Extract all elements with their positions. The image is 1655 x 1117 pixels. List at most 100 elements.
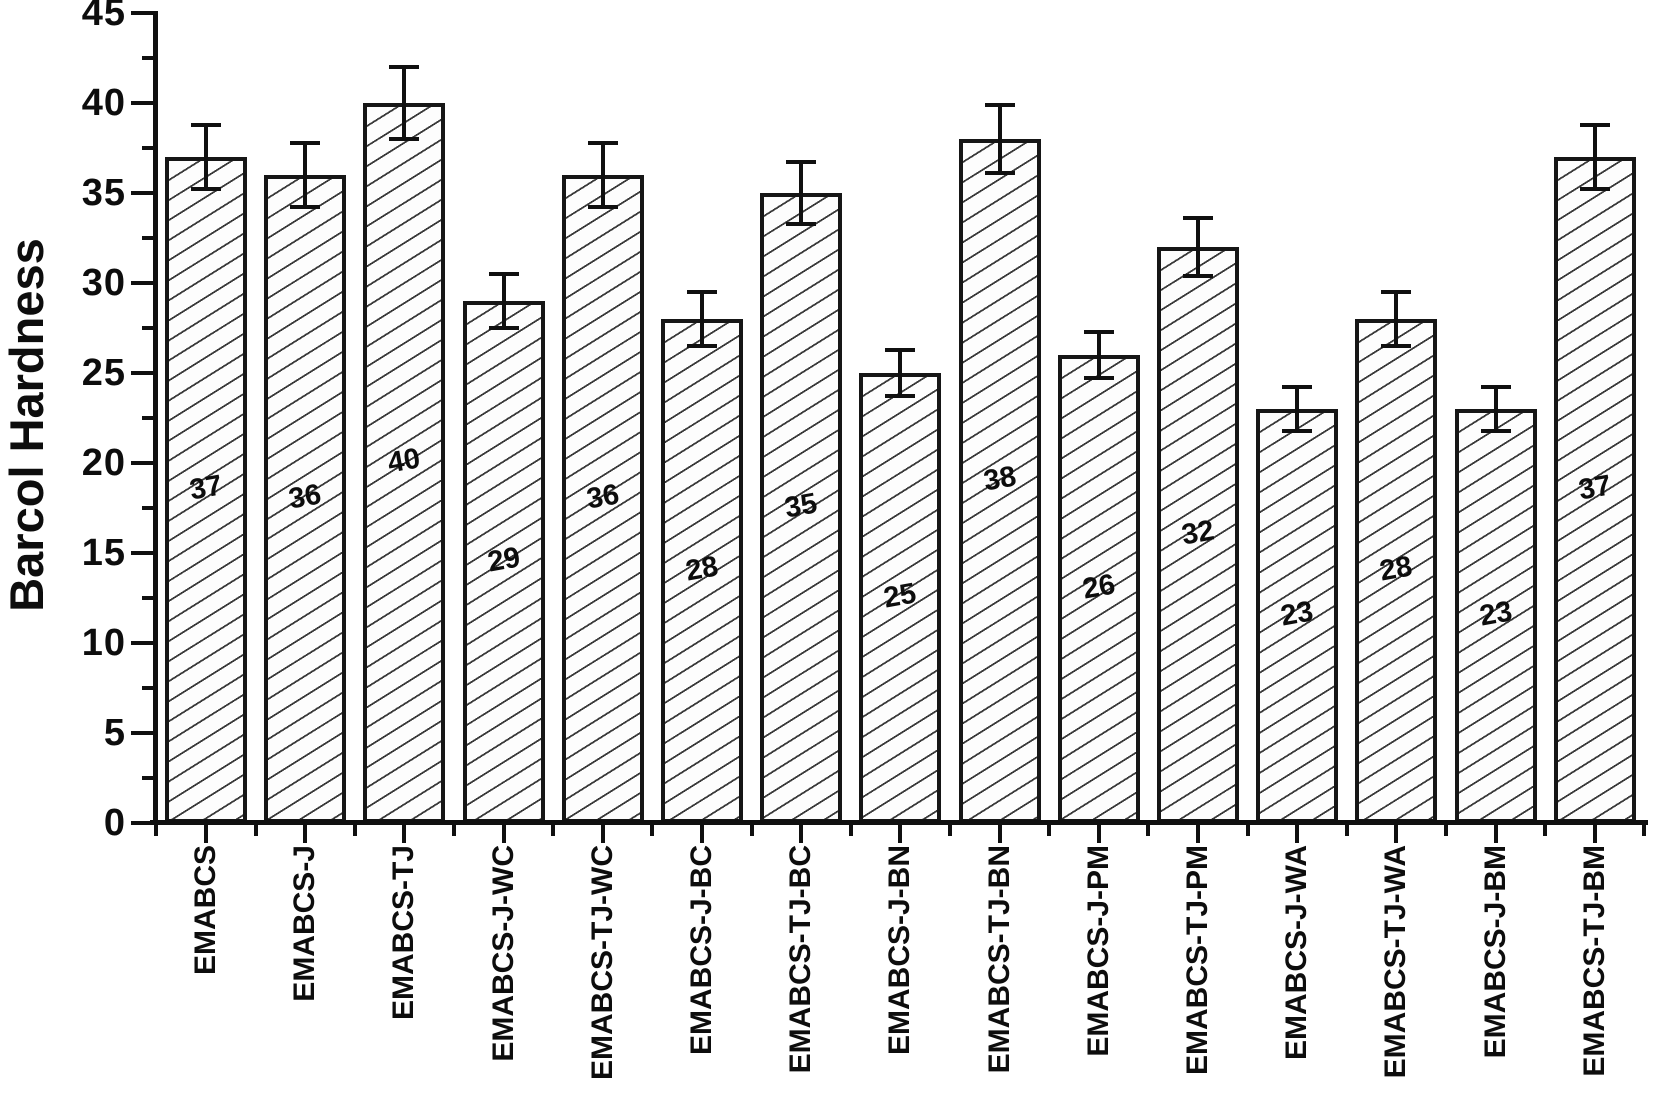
- error-bar-line: [1592, 124, 1597, 190]
- y-tick-label: 15: [81, 532, 126, 574]
- x-minor-tick: [1642, 825, 1647, 836]
- x-minor-tick: [1344, 825, 1349, 836]
- error-bar-line: [799, 162, 804, 224]
- bar: [859, 373, 942, 823]
- error-bar-cap-bottom: [488, 326, 519, 330]
- y-minor-tick: [142, 236, 153, 240]
- bar: [561, 175, 644, 823]
- bar: [1057, 355, 1140, 823]
- error-bar-cap-top: [1579, 122, 1610, 127]
- x-minor-tick: [1444, 825, 1448, 836]
- x-tick-label: EMABCS-TJ-BM: [1577, 845, 1611, 1077]
- error-bar-line: [600, 142, 605, 208]
- y-major-tick: [131, 551, 153, 555]
- error-bar-cap-top: [885, 347, 916, 352]
- y-minor-tick: [142, 416, 153, 420]
- y-major-tick: [131, 191, 153, 195]
- error-bar-line: [1394, 292, 1399, 346]
- error-bar-cap-bottom: [786, 221, 817, 226]
- bar: [661, 319, 743, 823]
- y-major-tick: [131, 11, 153, 15]
- x-minor-tick: [1047, 825, 1052, 836]
- x-minor-tick: [1146, 825, 1151, 836]
- x-tick-label: EMABCS-TJ-WC: [585, 845, 619, 1080]
- error-bar-cap-bottom: [1579, 187, 1610, 192]
- error-bar-cap-top: [1381, 290, 1412, 294]
- y-tick-label: 30: [81, 262, 126, 304]
- x-minor-tick: [948, 825, 952, 836]
- x-tick-label: EMABCS-J-BC: [685, 845, 718, 1055]
- x-tick-label: EMABCS-TJ-WA: [1379, 845, 1413, 1079]
- x-major-tick: [1096, 825, 1101, 843]
- x-major-tick: [1196, 825, 1200, 843]
- bar: [1454, 409, 1537, 823]
- bar: [462, 301, 545, 823]
- error-bar-cap-bottom: [885, 394, 916, 399]
- error-bar-cap-top: [786, 160, 817, 165]
- error-bar-cap-bottom: [1480, 428, 1511, 433]
- error-bar-line: [303, 142, 308, 208]
- x-major-tick: [204, 825, 208, 843]
- y-minor-tick: [142, 56, 153, 60]
- error-bar-line: [1493, 387, 1498, 431]
- y-major-tick: [131, 461, 153, 465]
- error-bar-line: [898, 349, 903, 397]
- y-axis-title: Barcol Hardness: [0, 238, 53, 612]
- y-axis-line: [153, 11, 158, 825]
- x-major-tick: [997, 825, 1002, 843]
- error-bar-line: [1295, 387, 1300, 431]
- y-tick-label: 10: [81, 622, 126, 664]
- y-minor-tick: [142, 686, 153, 690]
- x-major-tick: [1592, 825, 1597, 843]
- y-tick-label: 5: [103, 712, 126, 754]
- error-bar-cap-bottom: [984, 171, 1015, 176]
- x-tick-label: EMABCS-J-BN: [883, 845, 917, 1055]
- x-major-tick: [700, 825, 704, 843]
- error-bar-cap-bottom: [1183, 273, 1213, 278]
- error-bar-line: [402, 67, 407, 139]
- x-minor-tick: [749, 825, 754, 836]
- y-tick-label: 40: [81, 82, 126, 124]
- x-minor-tick: [551, 825, 556, 836]
- x-tick-label: EMABCS-J-WA: [1280, 845, 1314, 1060]
- bar: [1553, 157, 1636, 823]
- error-bar-cap-top: [488, 272, 519, 276]
- error-bar-cap-top: [1480, 385, 1511, 390]
- x-tick-label: EMABCS-J: [288, 845, 322, 1002]
- error-bar-line: [501, 274, 506, 328]
- bar: [958, 139, 1041, 823]
- x-minor-tick: [650, 825, 655, 836]
- error-bar-cap-top: [587, 140, 618, 145]
- bar: [1256, 409, 1339, 823]
- x-major-tick: [1394, 825, 1399, 843]
- x-tick-label: EMABCS-TJ: [387, 845, 421, 1021]
- x-tick-label: EMABCS-TJ-PM: [1181, 845, 1214, 1075]
- y-tick-label: 20: [81, 442, 126, 484]
- y-major-tick: [131, 371, 153, 375]
- y-minor-tick: [142, 776, 153, 780]
- x-major-tick: [402, 825, 407, 843]
- y-minor-tick: [142, 146, 153, 150]
- x-tick-label: EMABCS: [189, 845, 222, 976]
- bar: [165, 157, 247, 823]
- x-tick-label: EMABCS-J-PM: [1081, 845, 1115, 1057]
- x-minor-tick: [352, 825, 357, 836]
- error-bar-cap-bottom: [1282, 428, 1313, 433]
- x-tick-label: EMABCS-TJ-BN: [982, 845, 1016, 1074]
- error-bar-line: [1096, 331, 1101, 379]
- y-major-tick: [131, 101, 153, 105]
- error-bar-cap-bottom: [290, 205, 321, 210]
- y-major-tick: [131, 281, 153, 285]
- y-tick-label: 0: [103, 802, 126, 844]
- x-tick-label: EMABCS-J-BM: [1478, 845, 1512, 1059]
- error-bar-cap-top: [1083, 329, 1114, 334]
- error-bar-cap-top: [984, 102, 1015, 107]
- x-minor-tick: [452, 825, 456, 836]
- x-minor-tick: [253, 825, 258, 836]
- x-tick-label: EMABCS-J-WC: [486, 845, 520, 1062]
- bar: [760, 193, 843, 823]
- y-minor-tick: [142, 506, 153, 510]
- x-minor-tick: [1543, 825, 1548, 836]
